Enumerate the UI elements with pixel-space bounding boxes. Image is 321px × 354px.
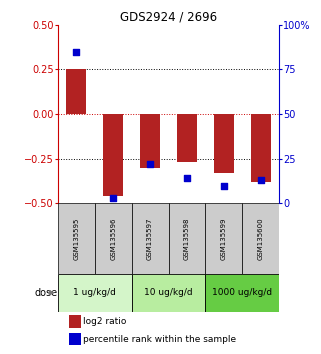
Bar: [103, 114, 123, 196]
Title: GDS2924 / 2696: GDS2924 / 2696: [120, 11, 217, 24]
Point: [184, 176, 189, 181]
Bar: [177, 114, 197, 162]
Bar: [95, 204, 132, 274]
Text: GSM135597: GSM135597: [147, 217, 153, 260]
Bar: [69, 315, 81, 327]
Bar: [132, 204, 169, 274]
Bar: [58, 204, 95, 274]
Bar: [205, 274, 279, 312]
Bar: [69, 333, 81, 345]
Bar: [66, 69, 86, 114]
Bar: [205, 204, 242, 274]
Text: GSM135600: GSM135600: [258, 217, 264, 260]
Point: [110, 195, 116, 201]
Point: [147, 161, 153, 167]
Point: [221, 183, 226, 188]
Bar: [251, 114, 271, 182]
Text: GSM135596: GSM135596: [110, 217, 116, 260]
Point: [258, 177, 263, 183]
Text: GSM135599: GSM135599: [221, 217, 227, 260]
Text: log2 ratio: log2 ratio: [83, 317, 126, 326]
Text: percentile rank within the sample: percentile rank within the sample: [83, 335, 236, 344]
Text: GSM135595: GSM135595: [73, 217, 79, 260]
Text: 10 ug/kg/d: 10 ug/kg/d: [144, 288, 193, 297]
Bar: [132, 274, 205, 312]
Text: GSM135598: GSM135598: [184, 217, 190, 260]
Bar: [169, 204, 205, 274]
Point: [74, 49, 79, 55]
Bar: [214, 114, 234, 173]
Text: 1000 ug/kg/d: 1000 ug/kg/d: [212, 288, 273, 297]
Bar: [58, 274, 132, 312]
Bar: [140, 114, 160, 168]
Bar: [242, 204, 279, 274]
Text: 1 ug/kg/d: 1 ug/kg/d: [73, 288, 116, 297]
Text: dose: dose: [35, 288, 58, 298]
